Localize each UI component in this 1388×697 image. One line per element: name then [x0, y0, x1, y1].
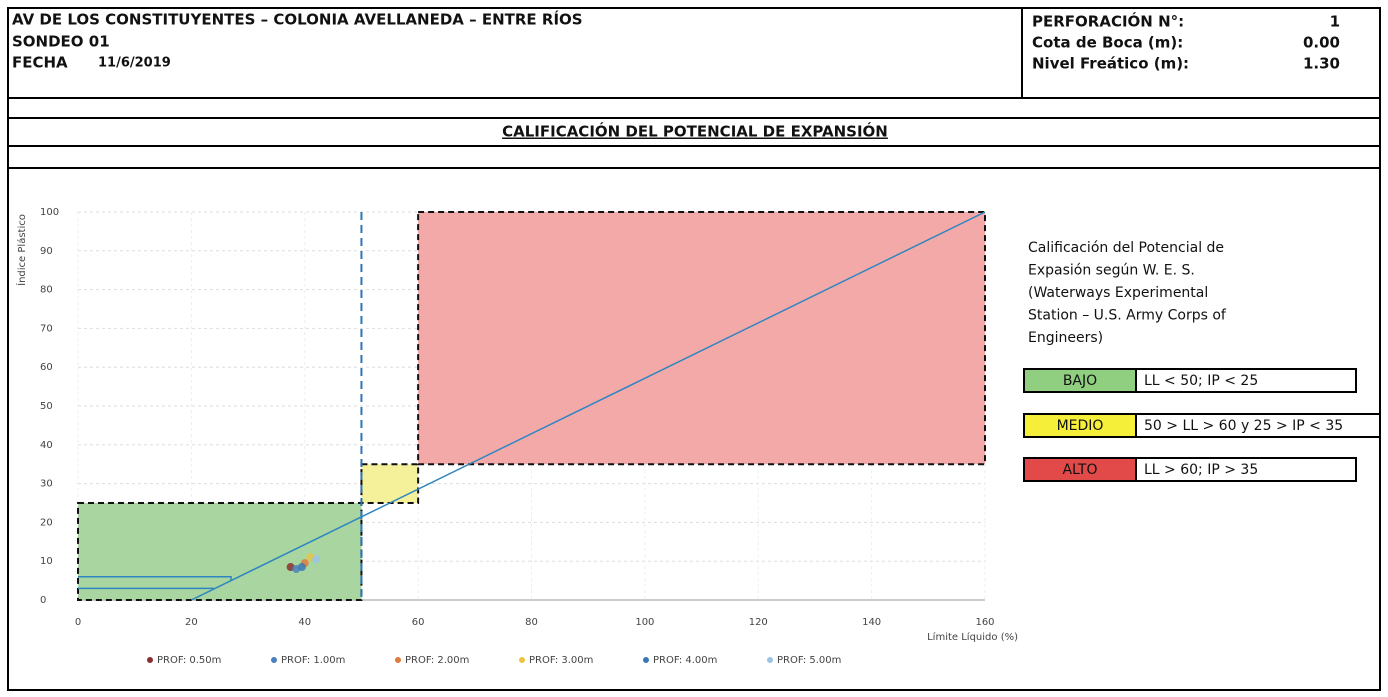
rating-rule: 50 > LL > 60 y 25 > IP < 35 [1144, 418, 1343, 434]
region [417, 211, 986, 466]
legend-text: Calificación del Potencial de [1028, 240, 1224, 256]
y-tick-label: 0 [40, 595, 46, 606]
legend-label: PROF: 0.50m [157, 655, 221, 666]
legend-swatch [271, 657, 277, 663]
rating-rule-box [1135, 457, 1357, 482]
legend-swatch [395, 657, 401, 663]
x-tick-label: 100 [635, 617, 654, 628]
rating-rule-box [1135, 368, 1357, 393]
x-axis-label: Límite Líquido (%) [927, 631, 1018, 643]
rating-label: BAJO [1063, 373, 1097, 389]
x-tick-label: 120 [749, 617, 768, 628]
x-tick-label: 80 [525, 617, 538, 628]
rating-label: ALTO [1062, 462, 1097, 478]
reference-line [191, 211, 986, 601]
rating-rule: LL > 60; IP > 35 [1144, 462, 1258, 478]
field-value: 1.30 [1303, 55, 1340, 73]
legend-label: PROF: 1.00m [281, 655, 345, 666]
y-tick-label: 10 [40, 556, 53, 567]
section-title: CALIFICACIÓN DEL POTENCIAL DE EXPANSIÓN [502, 122, 888, 141]
x-tick-label: 40 [298, 617, 311, 628]
legend-text: Expasión según W. E. S. [1028, 263, 1195, 279]
region [360, 463, 420, 505]
y-tick-label: 30 [40, 479, 53, 490]
legend-text: Station – U.S. Army Corps of [1028, 308, 1227, 324]
y-tick-label: 40 [40, 440, 53, 451]
legend-swatch [767, 657, 773, 663]
location: AV DE LOS CONSTITUYENTES – COLONIA AVELL… [12, 10, 583, 29]
frame [7, 7, 1381, 691]
legend-swatch [519, 657, 525, 663]
legend-label: PROF: 3.00m [529, 655, 593, 666]
x-tick-label: 20 [185, 617, 198, 628]
x-tick-label: 60 [412, 617, 425, 628]
legend-label: PROF: 4.00m [653, 655, 717, 666]
y-axis-label: Índice Plástico [15, 214, 28, 286]
point [297, 563, 306, 572]
y-tick-label: 80 [40, 285, 53, 296]
y-tick-label: 100 [40, 207, 59, 218]
date: 11/6/2019 [98, 56, 171, 71]
legend-swatch [147, 657, 153, 663]
y-tick-label: 70 [40, 323, 53, 334]
x-tick-label: 0 [75, 617, 81, 628]
rating-rule: LL < 50; IP < 25 [1144, 373, 1258, 389]
sounding: SONDEO 01 [12, 33, 110, 51]
legend-label: PROF: 5.00m [777, 655, 841, 666]
y-tick-label: 20 [40, 517, 53, 528]
rating-rule-box [1135, 413, 1381, 438]
y-tick-label: 60 [40, 362, 53, 373]
legend-swatch [643, 657, 649, 663]
field-value: 1 [1330, 13, 1340, 31]
legend-label: PROF: 2.00m [405, 655, 469, 666]
y-tick-label: 90 [40, 246, 53, 257]
field-label: Cota de Boca (m): [1032, 34, 1183, 52]
legend-text: (Waterways Experimental [1028, 285, 1208, 301]
rating-label: MEDIO [1057, 418, 1104, 434]
rules [8, 8, 1380, 169]
field-value: 0.00 [1303, 34, 1340, 52]
x-tick-label: 140 [862, 617, 881, 628]
field-label: Nivel Freático (m): [1032, 55, 1189, 73]
field-label: PERFORACIÓN N°: [1032, 12, 1184, 31]
date-label: FECHA [12, 54, 68, 72]
legend-text: Engineers) [1028, 330, 1103, 346]
y-tick-label: 50 [40, 401, 53, 412]
point [312, 555, 321, 564]
x-tick-label: 160 [975, 617, 994, 628]
reference-line [78, 575, 232, 581]
